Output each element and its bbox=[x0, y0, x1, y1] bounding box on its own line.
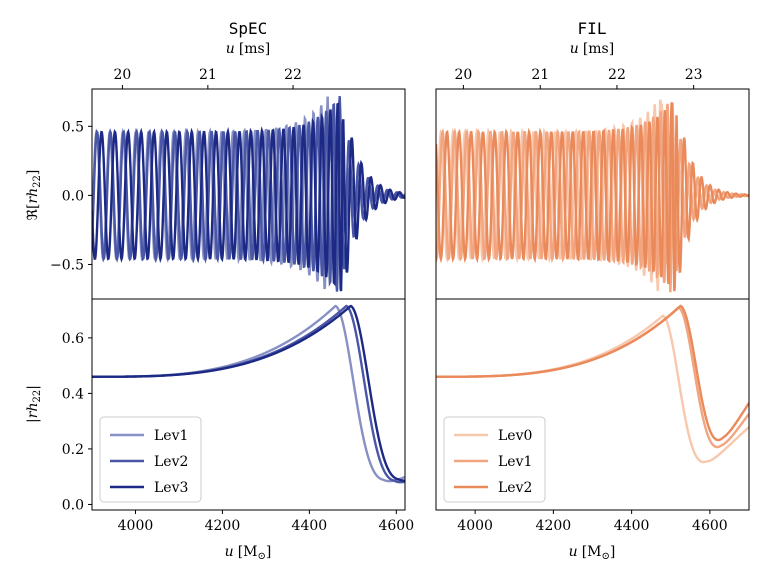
y-label-abs: |rh22| bbox=[25, 385, 43, 423]
y-label-real-var: rh bbox=[25, 188, 41, 204]
left-bottom-axis-label-var: u bbox=[225, 544, 234, 560]
y-tick-label: −0.5 bbox=[50, 257, 84, 273]
y-tick-label: 0.6 bbox=[62, 331, 84, 347]
legend-box bbox=[99, 416, 202, 503]
x-tick-label: 4000 bbox=[457, 518, 493, 534]
panels: −0.5 0.0 0.5 20 21 22 0.0 0.2 0.4 0.6 4000 4200 4400… bbox=[50, 67, 750, 534]
legend-label: Lev2 bbox=[498, 480, 532, 496]
panel-frame bbox=[435, 298, 750, 511]
panel-FIL-abs: 4000 4200 4400 4600 Lev0 Lev1 Lev2 bbox=[435, 298, 750, 534]
left-bottom-axis-label-sub: ⊙ bbox=[257, 551, 265, 562]
right-bottom-axis-label-sub: ⊙ bbox=[601, 551, 609, 562]
top-tick-label: 20 bbox=[454, 67, 472, 83]
right-top-axis-label-unit: [ms] bbox=[583, 41, 614, 57]
left-top-axis-label-var: u bbox=[226, 41, 235, 57]
series-line-lev3 bbox=[92, 102, 405, 292]
right-top-axis-label-var: u bbox=[570, 41, 579, 57]
right-top-axis-label: u [ms] bbox=[570, 41, 614, 57]
top-tick-label: 21 bbox=[531, 67, 549, 83]
legend-box bbox=[443, 416, 546, 503]
legend-label: Lev0 bbox=[498, 428, 532, 444]
y-label-abs-prefix: | bbox=[25, 418, 41, 423]
panel-SpEC-real: −0.5 0.0 0.5 20 21 22 bbox=[50, 67, 406, 300]
y-label-abs-sub: 22 bbox=[32, 390, 43, 403]
y-tick-label: 0.4 bbox=[62, 386, 84, 402]
left-top-axis-label: u [ms] bbox=[226, 41, 270, 57]
y-label-abs-var: rh bbox=[25, 403, 41, 419]
top-tick-label: 21 bbox=[199, 67, 217, 83]
series-line-lev3 bbox=[92, 304, 405, 482]
legend-label: Lev2 bbox=[154, 454, 188, 470]
y-tick-label: 0.0 bbox=[62, 188, 84, 204]
left-panel-title: SpEC bbox=[229, 19, 268, 38]
y-label-abs-suffix: | bbox=[25, 385, 41, 390]
y-label-real-suffix: ] bbox=[25, 170, 41, 175]
top-tick-label: 23 bbox=[685, 67, 703, 83]
y-label-real: ℜ[rh22] bbox=[25, 170, 43, 221]
panel-FIL-real: 20 21 22 23 bbox=[435, 67, 750, 300]
right-panel-title: FIL bbox=[578, 19, 607, 38]
series-line-lev2 bbox=[436, 102, 749, 292]
left-bottom-axis-label: u [M⊙] bbox=[225, 544, 272, 562]
legend-label: Lev3 bbox=[154, 480, 188, 496]
x-tick-label: 4000 bbox=[118, 518, 154, 534]
legend-label: Lev1 bbox=[154, 428, 188, 444]
top-tick-label: 22 bbox=[284, 67, 302, 83]
right-bottom-axis-label: u [M⊙] bbox=[569, 544, 616, 562]
left-bottom-axis-label-unit: [M bbox=[238, 544, 258, 560]
series-line-lev2 bbox=[436, 304, 749, 442]
y-tick-label: 0.0 bbox=[62, 497, 84, 513]
x-tick-label: 4400 bbox=[292, 518, 328, 534]
top-tick-label: 22 bbox=[608, 67, 626, 83]
legend-label: Lev1 bbox=[498, 454, 532, 470]
left-bottom-axis-label-close: ] bbox=[266, 544, 271, 560]
panel-SpEC-abs: 0.0 0.2 0.4 0.6 4000 4200 4400 4600 Lev1 Lev2 Lev3 bbox=[62, 298, 414, 534]
right-bottom-axis-label-var: u bbox=[569, 544, 578, 560]
panel-frame bbox=[91, 298, 406, 511]
y-label-real-sub: 22 bbox=[32, 175, 43, 188]
x-tick-label: 4200 bbox=[536, 518, 572, 534]
x-tick-label: 4200 bbox=[205, 518, 241, 534]
series-line-lev1 bbox=[436, 102, 749, 293]
y-label-real-prefix: ℜ[ bbox=[25, 204, 41, 221]
left-top-axis-label-unit: [ms] bbox=[239, 41, 270, 57]
y-tick-label: 0.5 bbox=[62, 119, 84, 135]
x-tick-label: 4400 bbox=[614, 518, 650, 534]
right-bottom-axis-label-unit: [M bbox=[582, 544, 602, 560]
top-tick-label: 20 bbox=[114, 67, 132, 83]
x-tick-label: 4600 bbox=[378, 518, 414, 534]
x-tick-label: 4600 bbox=[692, 518, 728, 534]
y-tick-label: 0.2 bbox=[62, 442, 84, 458]
right-bottom-axis-label-close: ] bbox=[610, 544, 615, 560]
